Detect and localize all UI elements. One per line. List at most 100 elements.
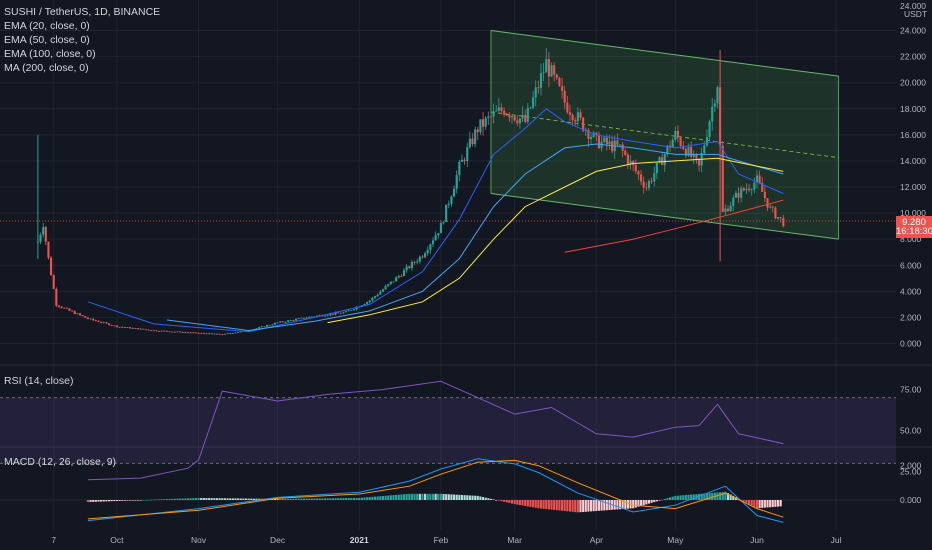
macd-histogram-bar <box>131 500 134 501</box>
time-tick-label: Dec <box>270 535 286 545</box>
candle-body <box>189 332 192 334</box>
candle-body <box>231 333 234 334</box>
candle-body <box>313 316 316 318</box>
candle-body <box>302 317 305 319</box>
indicator-ema100[interactable]: EMA (100, close, 0) <box>4 48 96 60</box>
macd-histogram-bar <box>418 493 421 500</box>
candle-body <box>234 332 237 334</box>
candle-body <box>142 328 145 330</box>
candle-body <box>86 317 90 319</box>
candle-body <box>674 130 677 140</box>
candle-body <box>697 158 701 166</box>
candle-body <box>587 129 590 139</box>
time-tick-label: Jul <box>831 535 842 545</box>
candle-body <box>779 217 782 219</box>
macd-line <box>87 458 784 523</box>
macd-histogram-bar <box>308 498 311 500</box>
price-tick-label: 14.000 <box>900 156 926 166</box>
candle-body <box>637 171 640 175</box>
macd-histogram-bar <box>239 498 242 500</box>
time-tick-label: Mar <box>507 535 522 545</box>
currency-label: USDT <box>904 9 928 19</box>
price-tick-label: 6.000 <box>900 260 922 270</box>
candle-body <box>732 197 735 206</box>
rsi-title[interactable]: RSI (14, close) <box>4 375 74 387</box>
macd-histogram-bar <box>213 498 216 500</box>
macd-histogram-bar <box>647 500 651 504</box>
macd-histogram-bar <box>553 500 556 510</box>
macd-histogram-bar <box>774 500 777 507</box>
macd-histogram-bar <box>431 493 435 500</box>
macd-histogram-bar <box>373 496 377 500</box>
candle-body <box>163 330 166 332</box>
last-price-tag: 9.280 16:18:30 <box>896 216 932 238</box>
candle-body <box>589 136 593 139</box>
macd-histogram-bar <box>366 497 369 500</box>
candle-body <box>487 116 490 118</box>
macd-histogram-bar <box>368 497 371 500</box>
price-tick-label: 12.000 <box>900 182 926 192</box>
candle-body <box>579 112 582 118</box>
channel-drawing <box>490 30 840 240</box>
macd-histogram-bar <box>439 493 442 500</box>
indicator-ema50[interactable]: EMA (50, close, 0) <box>4 34 90 46</box>
candle-body <box>318 315 321 316</box>
candle-body <box>774 207 777 219</box>
macd-histogram-bar <box>561 500 564 511</box>
candle-body <box>44 227 47 242</box>
macd-histogram-bar <box>479 496 482 500</box>
candle-body <box>97 320 100 322</box>
macd-histogram-bar <box>703 493 706 500</box>
candle-body <box>726 208 730 212</box>
macd-histogram-bar <box>200 497 203 500</box>
macd-title[interactable]: MACD (12, 26, close, 9) <box>4 456 117 468</box>
candle-body <box>226 333 229 335</box>
macd-histogram-bar <box>273 498 277 500</box>
indicator-ma200[interactable]: MA (200, close, 0) <box>4 62 89 74</box>
macd-histogram-bar <box>584 500 587 512</box>
candle-body <box>395 277 398 282</box>
macd-histogram-bar <box>231 498 234 500</box>
macd-histogram-bar <box>252 498 255 500</box>
candle-body <box>355 306 358 310</box>
macd-histogram-bar <box>160 499 163 500</box>
symbol-title[interactable]: SUSHI / TetherUS, 1D, BINANCE <box>4 6 161 18</box>
candle-body <box>753 182 756 190</box>
macd-histogram-bar <box>742 500 745 502</box>
candle-body <box>100 321 103 323</box>
macd-histogram-bar <box>447 494 450 500</box>
candle-body <box>510 116 514 118</box>
candle-body <box>413 261 416 263</box>
candle-body <box>221 334 224 336</box>
candle-body <box>281 321 284 323</box>
candle-body <box>329 313 332 316</box>
macd-histogram-bar <box>466 495 469 500</box>
macd-histogram-bar <box>208 498 211 500</box>
macd-histogram-bar <box>97 500 100 502</box>
time-axis-ticks: 7 Oct Nov Dec 2021 Feb Mar Apr May Jun Jul <box>51 535 841 545</box>
indicator-ema20[interactable]: EMA (20, close, 0) <box>4 20 90 32</box>
candle-body <box>171 331 174 333</box>
candle-body <box>721 145 724 212</box>
macd-histogram-bar <box>445 494 448 500</box>
time-tick-label: Jun <box>750 535 764 545</box>
rsi-line <box>87 380 784 481</box>
macd-histogram-bar <box>134 500 137 501</box>
candle-body <box>308 316 311 318</box>
candle-body <box>666 145 669 155</box>
candle-body <box>526 107 529 122</box>
macd-histogram-bar <box>363 497 366 500</box>
candle-body <box>334 312 337 315</box>
candle-body <box>366 302 369 305</box>
macd-histogram-bar <box>595 500 598 512</box>
candle-body <box>215 333 219 335</box>
macd-histogram-bar <box>408 493 411 500</box>
signal-line <box>87 459 784 520</box>
macd-histogram-bar <box>297 498 300 500</box>
macd-histogram-bar <box>458 494 461 500</box>
macd-histogram-bar <box>481 497 485 500</box>
macd-histogram-bar <box>387 495 390 500</box>
candle-body <box>676 130 680 138</box>
candle-body <box>655 162 658 174</box>
